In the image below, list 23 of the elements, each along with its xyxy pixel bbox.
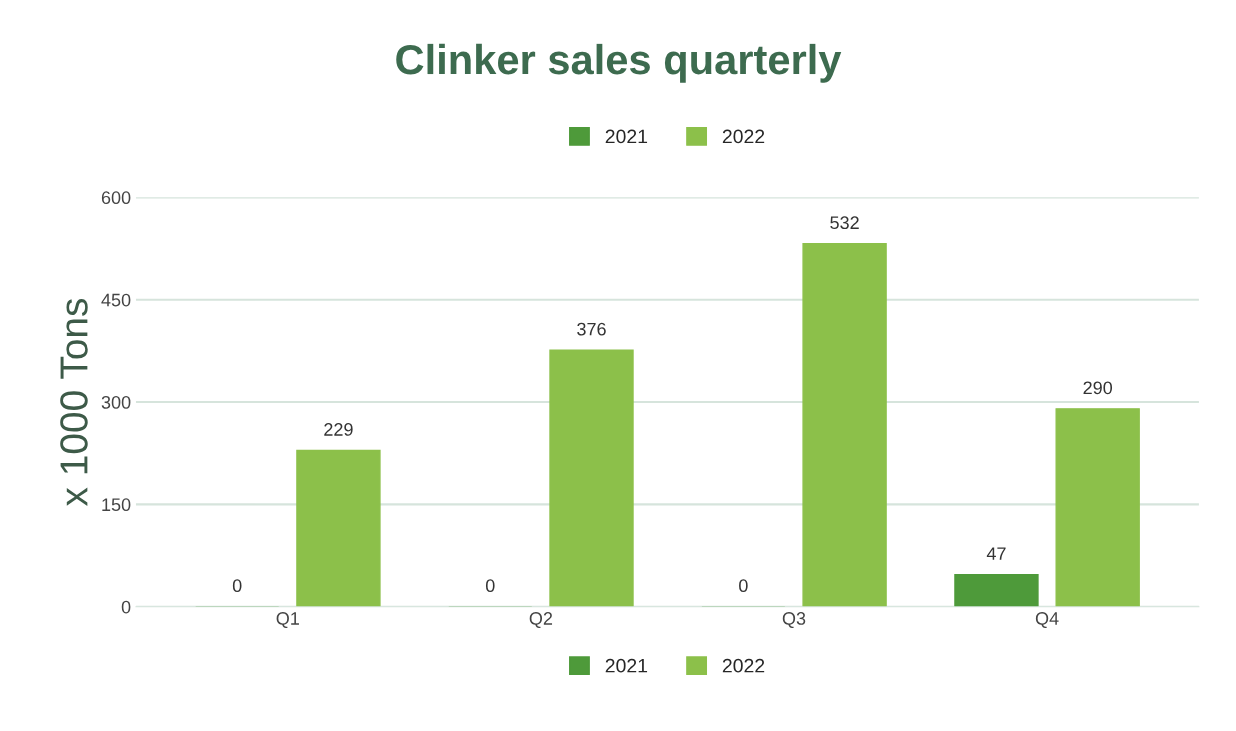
data-label: 47 (986, 547, 1006, 560)
x-tick-label: Q2 (529, 612, 553, 629)
text: 2021 (605, 129, 648, 144)
x-tick-label: Q4 (1035, 612, 1059, 629)
data-label: 290 (1083, 381, 1113, 395)
text: 2022 (722, 129, 765, 144)
data-label: 229 (324, 423, 353, 436)
data-label: 0 (232, 579, 242, 593)
y-tick-label: 150 (102, 498, 131, 512)
legend-label: 2021 (605, 658, 648, 673)
data-label: 376 (577, 322, 606, 336)
x-tick-label: Q1 (276, 612, 299, 629)
y-tick-label: 600 (101, 191, 131, 205)
y-axis-title: x 1000 Tons (60, 298, 88, 507)
chart-title: Clinker sales quarterly (396, 43, 842, 83)
data-label: 0 (739, 579, 748, 593)
x-tick-label: Q3 (782, 612, 806, 629)
legend-label: 2022 (722, 658, 765, 673)
y-tick-label: 300 (101, 395, 131, 409)
data-label: 0 (485, 579, 495, 593)
y-tick-label: 0 (121, 600, 131, 614)
data-label: 532 (830, 216, 859, 230)
y-tick-label: 450 (101, 293, 131, 307)
